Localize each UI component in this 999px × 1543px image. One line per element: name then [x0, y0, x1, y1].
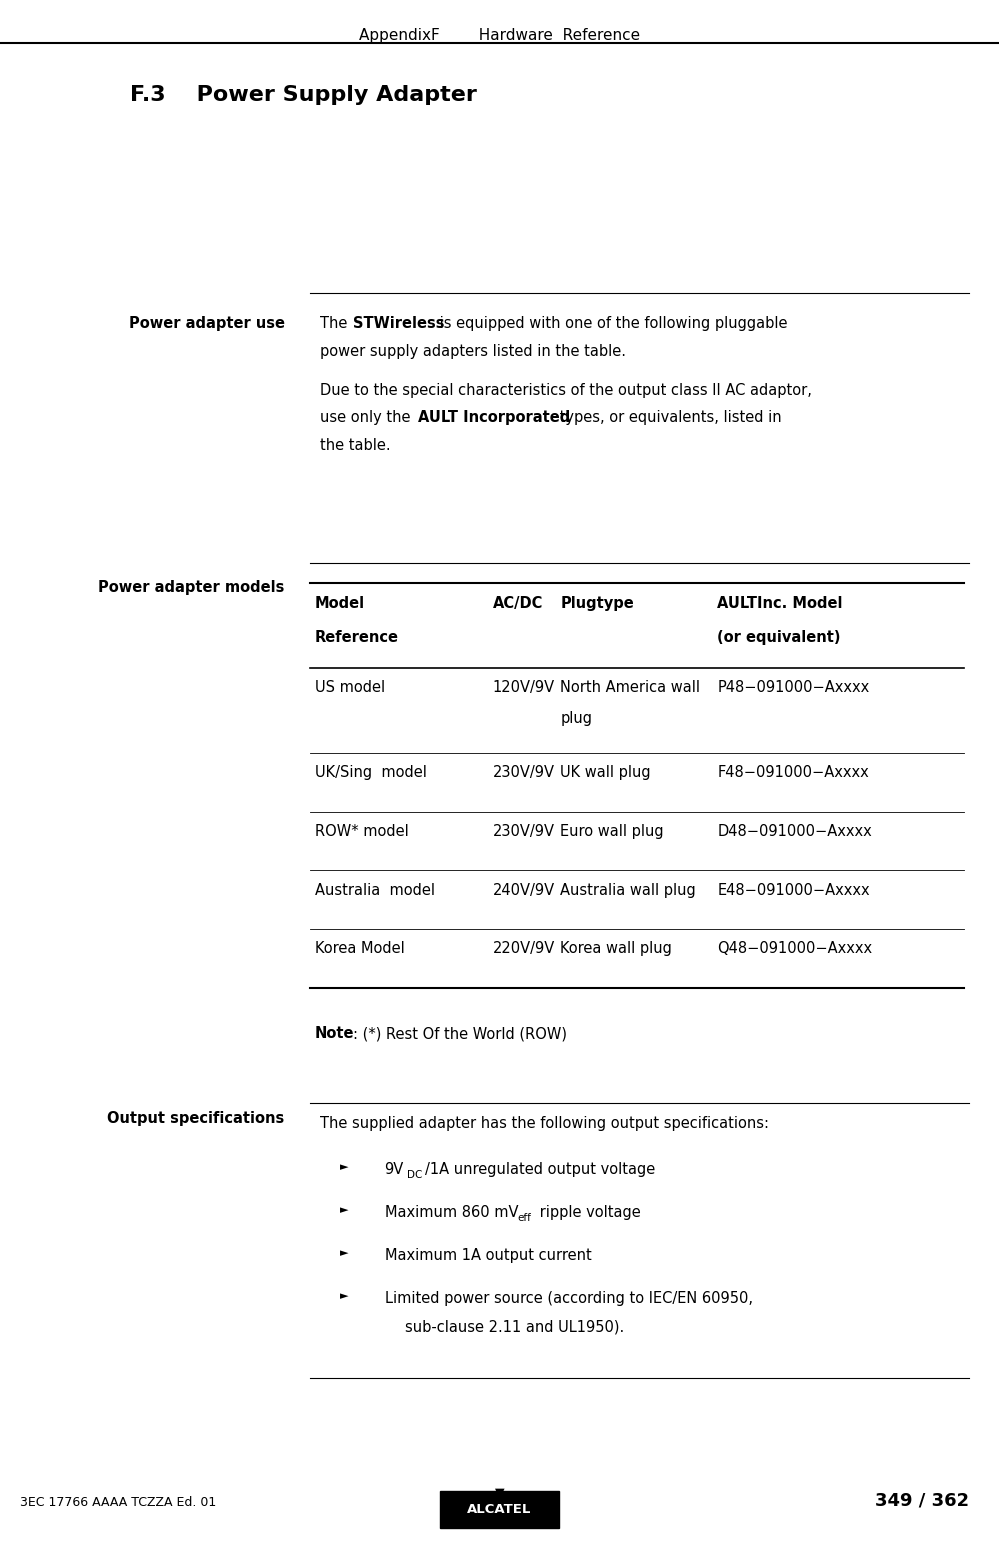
Text: Power adapter use: Power adapter use	[129, 316, 285, 332]
Text: Euro wall plug: Euro wall plug	[560, 824, 664, 839]
Text: US model: US model	[315, 680, 385, 696]
Text: DC: DC	[407, 1170, 422, 1179]
Text: ▼: ▼	[495, 1487, 504, 1500]
Text: AULT Incorporated: AULT Incorporated	[418, 410, 569, 426]
Text: Australia wall plug: Australia wall plug	[560, 883, 696, 898]
Text: use only the: use only the	[320, 410, 415, 426]
Text: 220V/9V: 220V/9V	[493, 941, 554, 957]
Text: D48−091000−Axxxx: D48−091000−Axxxx	[717, 824, 872, 839]
Text: 9V: 9V	[385, 1162, 404, 1177]
Text: ROW* model: ROW* model	[315, 824, 409, 839]
Text: (or equivalent): (or equivalent)	[717, 630, 841, 645]
Text: types, or equivalents, listed in: types, or equivalents, listed in	[555, 410, 782, 426]
Text: is equipped with one of the following pluggable: is equipped with one of the following pl…	[435, 316, 787, 332]
Text: Korea wall plug: Korea wall plug	[560, 941, 672, 957]
Text: the table.: the table.	[320, 438, 391, 454]
Text: 349 / 362: 349 / 362	[875, 1491, 969, 1509]
Text: 230V/9V: 230V/9V	[493, 765, 554, 781]
Text: AC/DC: AC/DC	[493, 596, 542, 611]
Text: Output specifications: Output specifications	[108, 1111, 285, 1126]
Text: 3EC 17766 AAAA TCZZA Ed. 01: 3EC 17766 AAAA TCZZA Ed. 01	[20, 1497, 216, 1509]
Text: UK wall plug: UK wall plug	[560, 765, 651, 781]
Text: STWireless: STWireless	[353, 316, 445, 332]
Text: Model: Model	[315, 596, 365, 611]
Text: ►: ►	[340, 1205, 349, 1214]
Text: F48−091000−Axxxx: F48−091000−Axxxx	[717, 765, 869, 781]
Text: plug: plug	[560, 711, 592, 727]
Text: Australia  model: Australia model	[315, 883, 435, 898]
Text: sub-clause 2.11 and UL1950).: sub-clause 2.11 and UL1950).	[405, 1319, 623, 1335]
Text: AppendixF        Hardware  Reference: AppendixF Hardware Reference	[359, 28, 640, 43]
Text: Power adapter models: Power adapter models	[98, 580, 285, 596]
Text: power supply adapters listed in the table.: power supply adapters listed in the tabl…	[320, 344, 625, 360]
Text: UK/Sing  model: UK/Sing model	[315, 765, 427, 781]
Text: 240V/9V: 240V/9V	[493, 883, 554, 898]
Text: The supplied adapter has the following output specifications:: The supplied adapter has the following o…	[320, 1116, 768, 1131]
Text: ►: ►	[340, 1248, 349, 1258]
Text: Due to the special characteristics of the output class II AC adaptor,: Due to the special characteristics of th…	[320, 383, 811, 398]
Text: /1A unregulated output voltage: /1A unregulated output voltage	[425, 1162, 654, 1177]
Text: Korea Model: Korea Model	[315, 941, 405, 957]
Text: : (*) Rest Of the World (ROW): : (*) Rest Of the World (ROW)	[353, 1026, 566, 1042]
Text: ►: ►	[340, 1291, 349, 1301]
Text: F.3    Power Supply Adapter: F.3 Power Supply Adapter	[130, 85, 477, 105]
Text: ►: ►	[340, 1162, 349, 1171]
Text: AULTInc. Model: AULTInc. Model	[717, 596, 843, 611]
Text: eff: eff	[517, 1213, 531, 1222]
Text: The: The	[320, 316, 352, 332]
Text: Reference: Reference	[315, 630, 399, 645]
Text: Note: Note	[315, 1026, 355, 1042]
Text: 120V/9V: 120V/9V	[493, 680, 554, 696]
FancyBboxPatch shape	[440, 1491, 559, 1528]
Text: Q48−091000−Axxxx: Q48−091000−Axxxx	[717, 941, 872, 957]
Text: Maximum 1A output current: Maximum 1A output current	[385, 1248, 591, 1264]
Text: ripple voltage: ripple voltage	[535, 1205, 641, 1221]
Text: Limited power source (according to IEC/EN 60950,: Limited power source (according to IEC/E…	[385, 1291, 752, 1307]
Text: ALCATEL: ALCATEL	[468, 1503, 531, 1515]
Text: North America wall: North America wall	[560, 680, 700, 696]
Text: 230V/9V: 230V/9V	[493, 824, 554, 839]
Text: Plugtype: Plugtype	[560, 596, 634, 611]
Text: P48−091000−Axxxx: P48−091000−Axxxx	[717, 680, 869, 696]
Text: E48−091000−Axxxx: E48−091000−Axxxx	[717, 883, 870, 898]
Text: Maximum 860 mV: Maximum 860 mV	[385, 1205, 518, 1221]
